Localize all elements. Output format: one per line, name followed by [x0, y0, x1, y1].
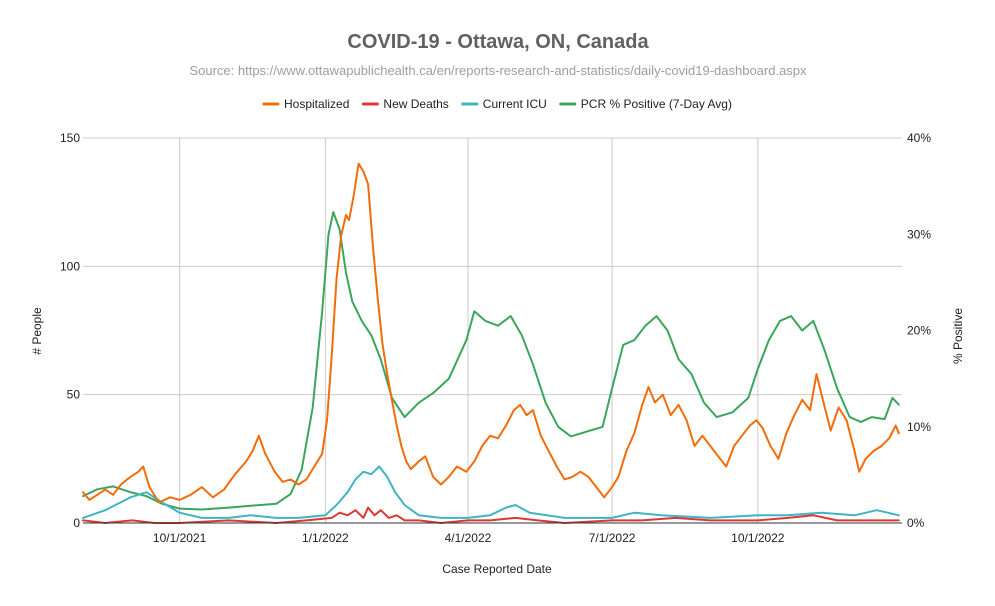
- y-left-tick-label: 0: [73, 516, 80, 530]
- y-right-tick-label: 20%: [907, 324, 931, 338]
- x-axis-title: Case Reported Date: [442, 562, 552, 576]
- legend-item: New Deaths: [361, 97, 449, 111]
- chart-title: COVID-19 - Ottawa, ON, Canada: [347, 31, 649, 53]
- x-tick-label: 10/1/2021: [153, 531, 207, 545]
- legend-item: PCR % Positive (7-Day Avg): [559, 97, 732, 111]
- series-line-current-icu: [82, 465, 900, 519]
- chart-subtitle: Source: https://www.ottawapublichealth.c…: [189, 63, 807, 78]
- y-right-tick-label: 0%: [907, 516, 925, 530]
- left-axis-title: # People: [30, 307, 44, 355]
- x-tick-label: 1/1/2022: [302, 531, 349, 545]
- legend-label: Hospitalized: [284, 97, 349, 111]
- legend-label: New Deaths: [383, 97, 448, 111]
- x-tick-label: 7/1/2022: [589, 531, 636, 545]
- series-line-pcr-positive-7-day-avg: [82, 211, 900, 511]
- legend-item: Current ICU: [461, 97, 547, 111]
- legend-label: PCR % Positive (7-Day Avg): [581, 97, 732, 111]
- right-axis-title: % Positive: [951, 308, 965, 364]
- axes-group: 0 50 100 150 0% 10% 20% 30% 40% 10/1/2021 1/1/2022…: [60, 131, 931, 545]
- y-right-tick-label: 30%: [907, 227, 931, 241]
- y-left-tick-label: 150: [60, 131, 80, 145]
- legend-label: Current ICU: [483, 97, 547, 111]
- legend: Hospitalized New Deaths Current ICU PCR % P…: [262, 97, 732, 111]
- y-left-tick-label: 100: [60, 259, 80, 273]
- x-tick-label: 4/1/2022: [445, 531, 492, 545]
- y-right-tick-label: 10%: [907, 420, 931, 434]
- gridlines: [83, 137, 902, 523]
- y-right-tick-label: 40%: [907, 131, 931, 145]
- x-tick-label: 10/1/2022: [731, 531, 785, 545]
- series-line-hospitalized: [82, 162, 900, 504]
- y-left-tick-label: 50: [67, 388, 81, 402]
- series-group: [82, 162, 900, 524]
- legend-item: Hospitalized: [262, 97, 349, 111]
